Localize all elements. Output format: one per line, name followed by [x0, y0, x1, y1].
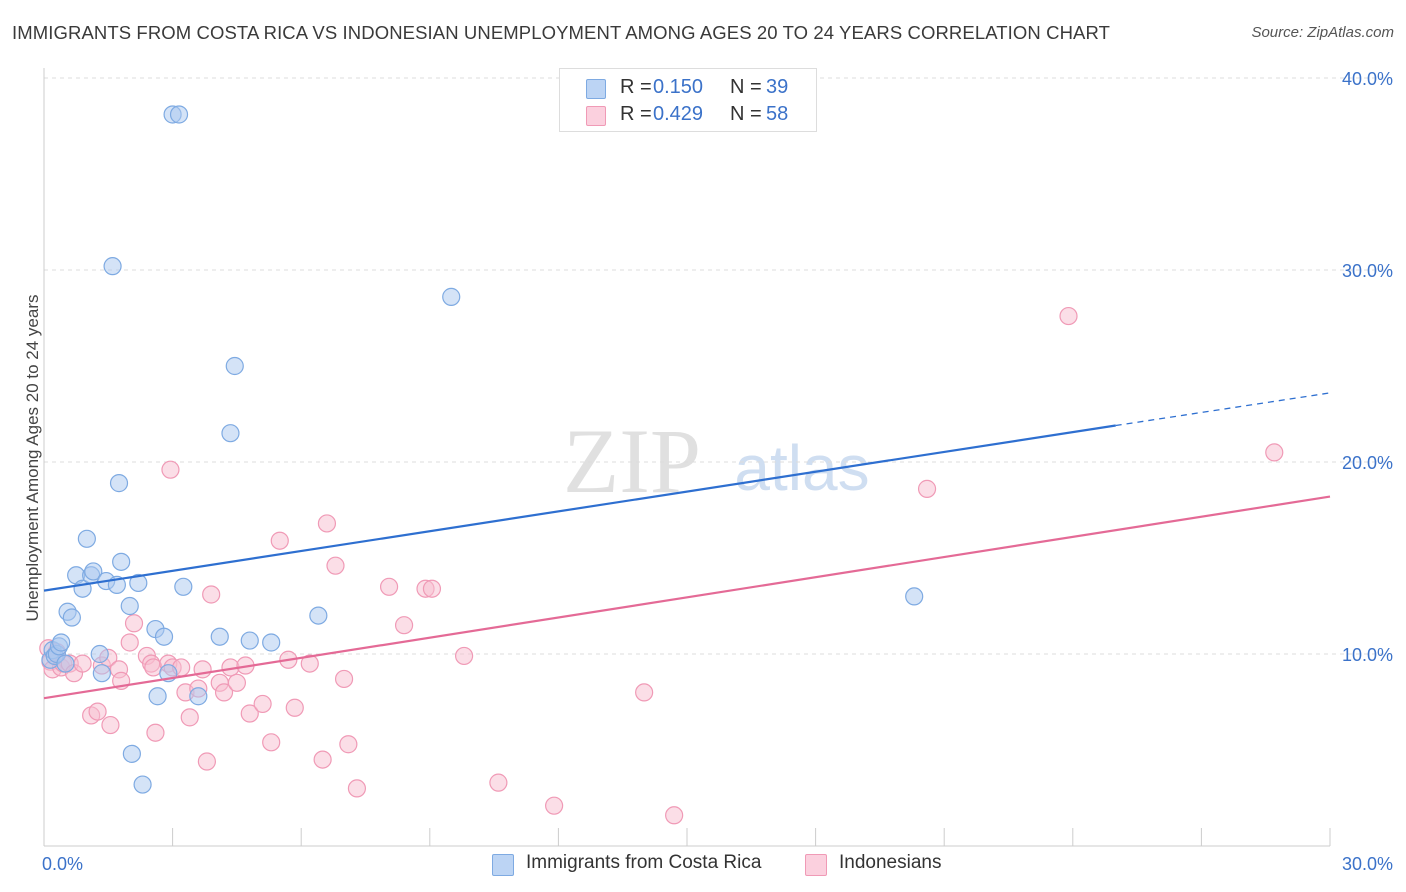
bottom-legend-label: Indonesians	[839, 852, 942, 873]
indonesians-point	[146, 723, 165, 742]
indonesians-point	[326, 556, 345, 575]
legend-n-value: 39	[766, 76, 789, 98]
legend-r-label: R =	[620, 103, 652, 125]
indonesians-point	[489, 773, 508, 792]
indonesians-point	[394, 616, 414, 635]
indonesians-point	[73, 654, 92, 673]
indonesians-point	[317, 514, 337, 533]
legend-r-label: R =	[620, 76, 652, 98]
indonesians-point	[214, 683, 234, 702]
indonesians-point	[545, 796, 564, 815]
indonesians-point	[202, 585, 221, 604]
axes	[43, 68, 1331, 847]
costa-rica-point	[210, 627, 229, 646]
indonesians-point	[334, 669, 354, 689]
costa-rica-point	[120, 596, 139, 616]
indonesians-point	[422, 579, 442, 598]
indonesians-point	[120, 633, 139, 652]
costa-rica-point	[221, 424, 240, 443]
costa-rica-point	[90, 644, 109, 664]
costa-rica-point	[905, 587, 924, 606]
indonesians-point	[88, 702, 107, 721]
costa-rica-point	[309, 606, 328, 625]
indonesians-point	[180, 708, 199, 727]
costa-rica-point	[442, 287, 461, 306]
gridlines	[44, 77, 1392, 655]
y-tick-label: 20.0%	[1342, 453, 1393, 473]
x-tick-label: 30.0%	[1342, 854, 1393, 874]
costa-rica-point	[84, 562, 103, 581]
costa-rica-point	[77, 529, 96, 548]
legend-swatch-pink	[586, 106, 606, 126]
costa-rica-trend-line	[43, 424, 1116, 592]
indonesians-trend-line	[43, 495, 1331, 700]
costa-rica-point	[262, 633, 281, 652]
costa-rica-point	[169, 105, 189, 124]
indonesians-point	[917, 479, 937, 498]
legend-n-value: 58	[766, 103, 789, 125]
costa-rica-point	[225, 356, 244, 376]
data-points	[39, 105, 1284, 825]
indonesians-point	[253, 694, 272, 714]
indonesians-point	[197, 752, 216, 771]
legend-swatch-blue	[586, 79, 606, 99]
indonesians-point	[124, 614, 144, 633]
costa-rica-point	[92, 664, 111, 683]
chart-title: IMMIGRANTS FROM COSTA RICA VS INDONESIAN…	[12, 22, 1110, 43]
indonesians-point	[379, 577, 399, 596]
tick-labels: 10.0% 20.0% 30.0% 40.0% 0.0% 30.0%	[42, 69, 1393, 874]
costa-rica-point	[189, 687, 208, 706]
costa-rica-point	[240, 631, 259, 650]
costa-rica-point	[109, 474, 129, 493]
costa-rica-point	[62, 608, 81, 627]
costa-rica-point	[112, 552, 131, 571]
indonesians-point	[285, 698, 304, 717]
x-tick-label: 0.0%	[42, 854, 83, 874]
legend-n-label: N =	[730, 103, 762, 125]
indonesians-point	[240, 704, 259, 723]
costa-rica-point	[148, 687, 167, 706]
indonesians-point	[665, 806, 684, 825]
costa-rica-point	[133, 775, 152, 794]
indonesians-point	[313, 750, 332, 769]
legend-r-value: 0.429	[653, 103, 704, 125]
indonesians-point	[101, 715, 120, 735]
indonesians-point	[454, 646, 474, 666]
trend-lines	[43, 392, 1331, 700]
indonesians-point	[270, 531, 289, 550]
costa-rica-point	[174, 577, 193, 596]
indonesians-point	[347, 779, 367, 798]
indonesians-point	[635, 683, 654, 702]
bottom-legend-label: Immigrants from Costa Rica	[526, 852, 762, 873]
indonesians-point	[1265, 443, 1284, 462]
costa-rica-point	[52, 633, 71, 652]
indonesians-point	[227, 673, 246, 692]
indonesians-point	[339, 735, 358, 754]
legend-n-label: N =	[730, 76, 762, 98]
stats-legend: R = 0.150 N = 39 R = 0.429 N = 58	[559, 68, 817, 132]
indonesians-point	[262, 733, 281, 752]
watermark-zip: ZIP	[563, 410, 701, 512]
costa-rica-point	[103, 257, 122, 276]
indonesians-point	[1059, 306, 1078, 326]
costa-rica-trend-extension	[1115, 392, 1331, 427]
y-tick-label: 30.0%	[1342, 261, 1393, 281]
y-tick-label: 10.0%	[1342, 645, 1393, 665]
legend-r-value: 0.150	[653, 76, 704, 98]
costa-rica-point	[56, 654, 75, 673]
y-tick-label: 40.0%	[1342, 69, 1393, 89]
source-credit: Source: ZipAtlas.com	[1251, 24, 1394, 41]
watermark-atlas: atlas	[734, 432, 869, 504]
costa-rica-point	[154, 627, 174, 646]
indonesians-point	[161, 460, 180, 479]
costa-rica-point	[122, 744, 141, 763]
bottom-legend-swatch-blue	[492, 854, 514, 876]
costa-rica-point	[129, 573, 148, 593]
bottom-legend-swatch-pink	[805, 854, 827, 876]
indonesians-point	[300, 654, 319, 673]
